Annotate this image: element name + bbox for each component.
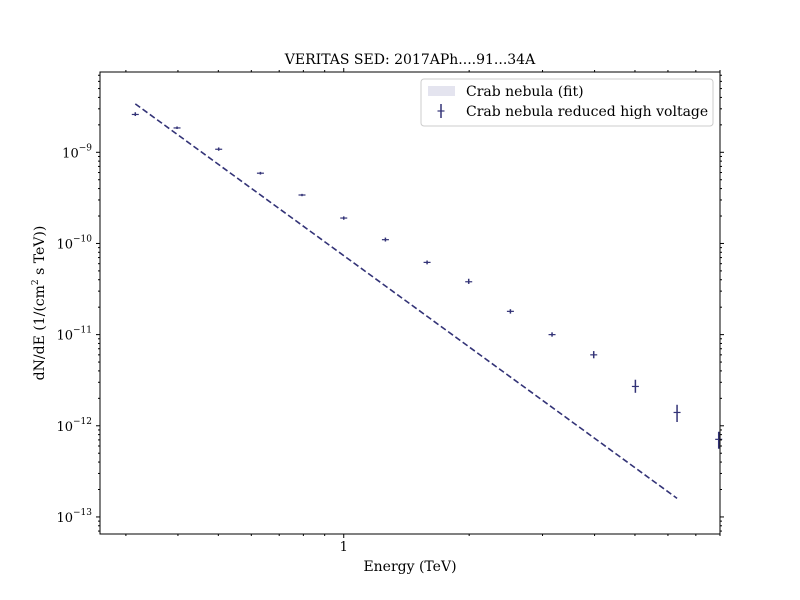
y-tick-label: 10−10	[56, 234, 92, 252]
y-tick-exponent: −10	[73, 234, 92, 244]
y-tick-base: 10	[56, 420, 73, 435]
data-point	[548, 332, 556, 337]
data-point	[381, 237, 389, 242]
data-point	[131, 112, 139, 117]
y-tick-label: 10−11	[56, 326, 92, 344]
legend-fit-label: Crab nebula (fit)	[466, 84, 584, 100]
data-point	[465, 278, 473, 284]
data-point	[340, 216, 348, 220]
y-tick-base: 10	[56, 511, 73, 526]
legend: Crab nebula (fit) Crab nebula reduced hi…	[420, 78, 714, 127]
legend-fit-swatch	[428, 86, 455, 96]
data-point	[715, 431, 723, 449]
y-tick-exponent: −12	[73, 417, 92, 427]
y-tick-base: 10	[56, 237, 73, 252]
y-tick-label: 10−9	[62, 143, 92, 161]
data-point	[423, 260, 431, 265]
plot-area	[131, 103, 723, 499]
chart-title: VERITAS SED: 2017APh....91...34A	[284, 52, 536, 68]
y-tick-base: 10	[62, 146, 79, 161]
y-axis-label-sup: 2	[31, 279, 41, 285]
x-tick-label: 1	[340, 540, 348, 555]
data-point	[173, 126, 181, 130]
y-tick-exponent: −11	[73, 326, 92, 336]
data-point	[298, 193, 306, 197]
y-tick-label: 10−13	[56, 508, 92, 526]
y-axis-label: dN/dE (1/(cm2 s TeV))	[31, 226, 48, 381]
legend-points-label: Crab nebula reduced high voltage	[466, 104, 708, 120]
y-axis-label-main: dN/dE (1/(cm	[32, 285, 48, 380]
data-point	[673, 404, 681, 423]
legend-points-marker	[437, 104, 445, 118]
data-point	[215, 147, 223, 151]
data-point	[590, 351, 598, 359]
y-tick-base: 10	[56, 329, 73, 344]
axes-frame	[99, 71, 721, 535]
y-tick-exponent: −13	[73, 508, 92, 518]
y-tick-label: 10−12	[56, 417, 92, 435]
data-point	[506, 309, 514, 314]
x-axis-label: Energy (TeV)	[363, 559, 456, 575]
y-tick-exponent: −9	[79, 143, 93, 153]
data-point	[256, 171, 264, 175]
y-axis-label-tail: s TeV))	[32, 226, 48, 280]
data-point	[631, 379, 639, 393]
fit-line	[134, 103, 678, 499]
legend-box	[420, 78, 714, 127]
